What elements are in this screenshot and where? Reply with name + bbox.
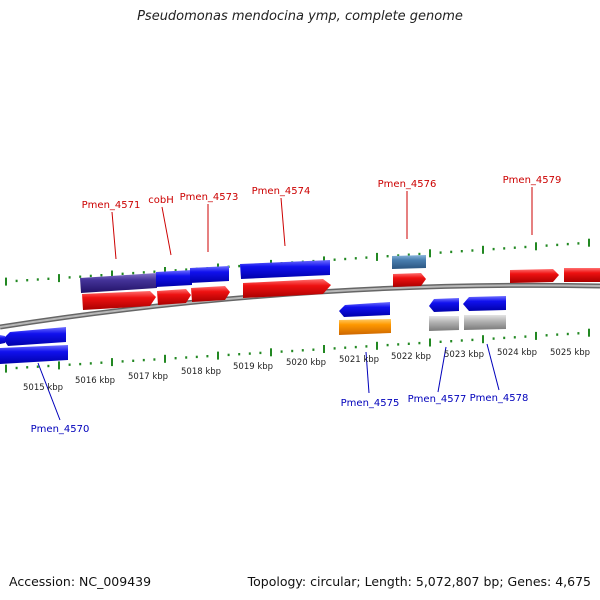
kbp-label-5022: 5022 kbp (391, 352, 431, 362)
kbp-label-5019: 5019 kbp (233, 362, 273, 372)
kbp-label-5020: 5020 kbp (286, 358, 326, 368)
gene-leader-lines (37, 187, 533, 421)
gene-bar-blue-3[interactable] (240, 260, 330, 279)
upper-track-genes (80, 255, 426, 293)
gene-label-cobh[interactable]: cobH (148, 195, 173, 206)
page-title: Pseudomonas mendocina ymp, complete geno… (137, 9, 463, 24)
kbp-label-5023: 5023 kbp (444, 350, 484, 360)
gene-arrow-pmen-4574[interactable] (243, 279, 331, 298)
kbp-label-5021: 5021 kbp (339, 355, 379, 365)
gene-arrow-cobh[interactable] (157, 289, 191, 305)
gene-label-pmen-4576[interactable]: Pmen_4576 (378, 179, 437, 190)
kbp-labels: 5015 kbp 5016 kbp 5017 kbp 5018 kbp 5019… (23, 348, 590, 393)
plus-strand-genes (82, 268, 600, 310)
kbp-label-5018: 5018 kbp (181, 367, 221, 377)
gene-arrow-next-plus[interactable] (564, 268, 600, 282)
tick-row-lower (5, 328, 590, 373)
gene-label-pmen-4579[interactable]: Pmen_4579 (503, 175, 562, 186)
kbp-label-5017: 5017 kbp (128, 372, 168, 382)
gene-arrow-pmen-4579[interactable] (510, 269, 559, 283)
gene-label-pmen-4574[interactable]: Pmen_4574 (252, 186, 311, 197)
gene-arrow-pmen-4573[interactable] (191, 286, 230, 302)
gene-label-pmen-4575[interactable]: Pmen_4575 (341, 398, 400, 409)
gene-bar-steel[interactable] (392, 255, 426, 269)
gene-arrow-pmen-4578[interactable] (463, 296, 506, 311)
gene-label-pmen-4570[interactable]: Pmen_4570 (31, 424, 90, 435)
minus-strand-genes (0, 296, 506, 364)
gene-labels: Pmen_4571 cobH Pmen_4573 Pmen_4574 Pmen_… (31, 175, 562, 435)
gene-bar-navy[interactable] (80, 273, 157, 293)
gene-arrow-pmen-4577[interactable] (429, 298, 459, 312)
gene-arrow-pmen-4575[interactable] (339, 302, 390, 317)
gene-bar-pmen-4570-b[interactable] (0, 345, 68, 364)
gene-label-pmen-4571[interactable]: Pmen_4571 (82, 200, 141, 211)
gene-bar-orange[interactable] (339, 319, 391, 335)
kbp-label-5025: 5025 kbp (550, 348, 590, 358)
gene-bar-grey-2[interactable] (464, 315, 506, 330)
gene-bar-grey-1[interactable] (429, 316, 459, 331)
accession-text: Accession: NC_009439 (9, 574, 152, 589)
gene-label-pmen-4578[interactable]: Pmen_4578 (470, 393, 529, 404)
gene-bar-blue-1[interactable] (156, 270, 192, 287)
gene-arrow-left-edge[interactable] (0, 335, 5, 344)
kbp-label-5024: 5024 kbp (497, 348, 537, 358)
gene-arrow-pmen-4576[interactable] (393, 273, 426, 287)
gene-label-pmen-4573[interactable]: Pmen_4573 (180, 192, 239, 203)
gene-label-pmen-4577[interactable]: Pmen_4577 (408, 394, 467, 405)
kbp-label-5016: 5016 kbp (75, 376, 115, 386)
topology-text: Topology: circular; Length: 5,072,807 bp… (247, 574, 591, 589)
gene-bar-blue-2[interactable] (190, 266, 229, 283)
gene-arrow-pmen-4570[interactable] (3, 327, 66, 346)
kbp-label-5015: 5015 kbp (23, 383, 63, 393)
gene-arrow-pmen-4571[interactable] (82, 291, 156, 310)
